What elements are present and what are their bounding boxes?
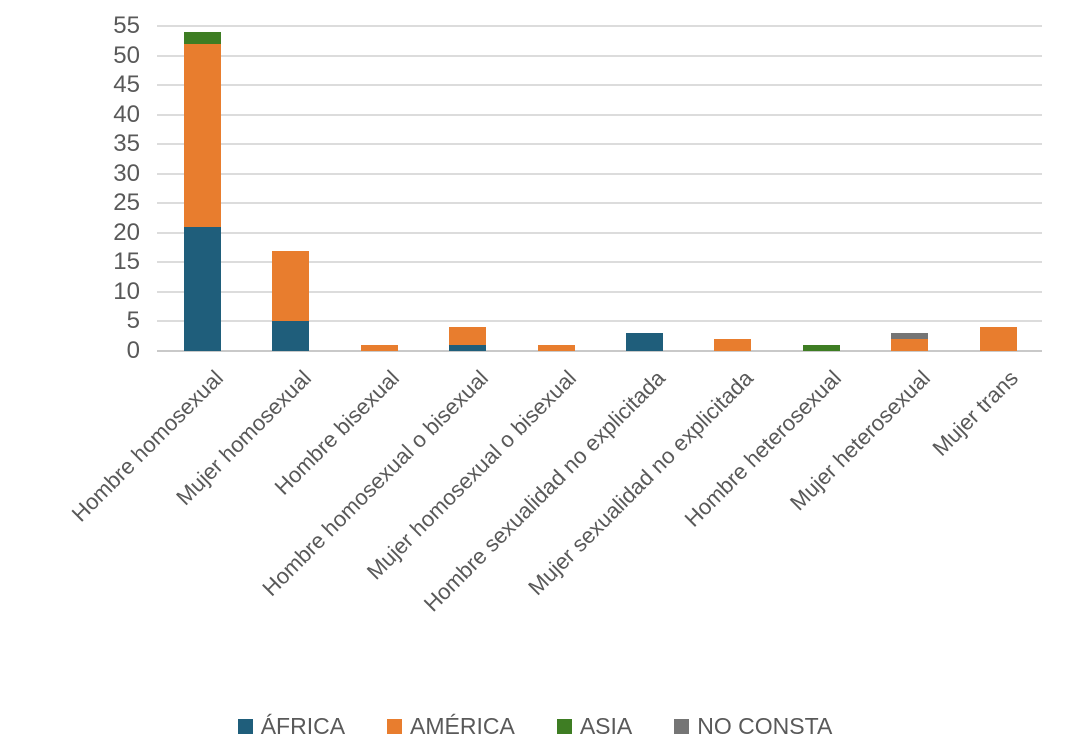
- bar-segment-mujer-sexualidad-no-explicitada-america: [714, 339, 752, 351]
- x-axis-baseline: [157, 350, 1042, 352]
- legend: ÁFRICA AMÉRICA ASIA NO CONSTA: [0, 715, 1070, 738]
- gridline: [157, 202, 1042, 205]
- y-tick-label: 40: [113, 100, 140, 128]
- gridline: [157, 25, 1042, 27]
- y-tick-label: 15: [113, 248, 140, 276]
- bar-segment-hombre-homosexual-africa: [184, 226, 221, 351]
- legend-item-no-consta: NO CONSTA: [674, 715, 832, 738]
- gridline: [157, 231, 1042, 234]
- bar-segment-mujer-trans-america: [979, 327, 1017, 351]
- bar-segment-mujer-homosexual-america: [272, 250, 310, 322]
- legend-item-asia: ASIA: [556, 713, 633, 739]
- y-tick-label: 50: [113, 41, 140, 69]
- legend-swatch-icon: [237, 719, 253, 734]
- bar-segment-mujer-homosexual-africa: [272, 321, 310, 351]
- gridline: [157, 54, 1042, 57]
- gridline: [157, 84, 1042, 87]
- gridline: [157, 261, 1042, 264]
- legend-item-america: AMÉRICA: [387, 715, 515, 738]
- y-tick-label: 25: [113, 189, 140, 217]
- y-tick-label: 30: [113, 159, 140, 187]
- bar-segment-hombre-sexualidad-no-explicitada-africa: [626, 333, 663, 351]
- legend-swatch-icon: [387, 719, 403, 734]
- legend-label: AMÉRICA: [410, 713, 515, 739]
- gridline: [157, 113, 1042, 116]
- legend-item-africa: ÁFRICA: [237, 713, 346, 739]
- bar-segment-hombre-homosexual-asia: [184, 31, 221, 44]
- plot-area: [157, 25, 1042, 352]
- y-tick-label: 35: [113, 130, 140, 158]
- bar-segment-hombre-bisexual-america: [360, 345, 398, 351]
- bar-segment-mujer-homosexual-o-bisexual-america: [537, 345, 575, 351]
- legend-label: NO CONSTA: [697, 713, 833, 739]
- gridline: [157, 290, 1042, 293]
- bar-segment-hombre-homosexual-o-bisexual-africa: [449, 345, 487, 351]
- y-tick-label: 5: [126, 307, 140, 335]
- y-tick-label: 55: [113, 12, 140, 39]
- gridline: [157, 172, 1042, 175]
- y-tick-label: 10: [113, 277, 140, 305]
- x-axis-label-hombre-homosexual: Hombre homosexual: [66, 365, 228, 527]
- gridline: [157, 143, 1042, 146]
- legend-swatch-icon: [556, 719, 572, 734]
- bar-segment-mujer-heterosexual-america: [891, 339, 929, 351]
- bar-segment-mujer-heterosexual-no-consta: [891, 333, 929, 340]
- bar-segment-hombre-homosexual-o-bisexual-america: [449, 327, 487, 346]
- bar-segment-hombre-heterosexual-asia: [802, 345, 840, 351]
- legend-label: ASIA: [579, 713, 633, 739]
- legend-swatch-icon: [674, 719, 690, 734]
- gridline: [157, 320, 1042, 323]
- legend-label: ÁFRICA: [260, 713, 346, 739]
- y-tick-label: 20: [113, 218, 140, 246]
- y-tick-label: 45: [113, 71, 140, 99]
- bar-segment-hombre-homosexual-america: [184, 43, 221, 227]
- y-tick-label: 0: [126, 337, 140, 364]
